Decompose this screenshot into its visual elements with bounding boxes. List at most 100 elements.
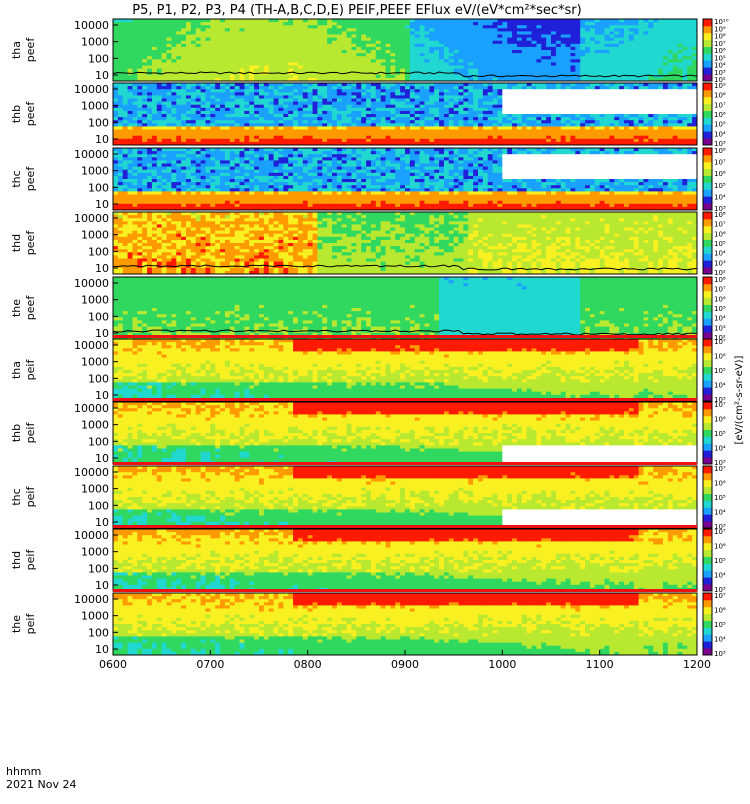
- spectrum-cell: [118, 130, 123, 134]
- spectrum-cell: [429, 108, 434, 112]
- spectrum-cell: [356, 114, 361, 118]
- spectrum-cell: [118, 86, 123, 90]
- spectrum-cell: [240, 69, 245, 73]
- spectrum-cell: [303, 83, 308, 87]
- spectrum-cell: [673, 25, 678, 29]
- spectrum-cell: [356, 44, 361, 48]
- spectrum-cell: [264, 117, 269, 121]
- spectrum-cell: [225, 62, 230, 66]
- spectrum-cell: [215, 102, 220, 106]
- spectrum-cell: [541, 38, 546, 42]
- spectrum-cell: [171, 139, 176, 143]
- spectrum-cell: [619, 19, 624, 23]
- spectrum-cell: [381, 38, 386, 42]
- spectrum-cell: [580, 69, 585, 73]
- spectrum-cell: [590, 105, 595, 109]
- spectrum-cell: [230, 66, 235, 70]
- spectrum-cell: [288, 105, 293, 109]
- spectrum-cell: [113, 59, 118, 63]
- spectrum-cell: [332, 62, 337, 66]
- spectrum-cell: [580, 56, 585, 60]
- spectrum-cell: [580, 28, 585, 32]
- spectrum-cell: [167, 95, 172, 99]
- spectrum-cell: [171, 92, 176, 96]
- spectrum-cell: [215, 120, 220, 124]
- spectrum-cell: [337, 41, 342, 45]
- spectrum-cell: [132, 185, 137, 189]
- spectrum-cell: [653, 72, 658, 76]
- spectrum-cell: [225, 83, 230, 87]
- spectrum-cell: [118, 204, 123, 208]
- spectrum-cell: [351, 50, 356, 54]
- spectrum-cell: [132, 179, 137, 183]
- spectrum-cell: [673, 44, 678, 48]
- spectrum-cell: [570, 95, 575, 99]
- spectrum-cell: [118, 154, 123, 158]
- spectrum-cell: [497, 111, 502, 115]
- spectrum-cell: [298, 50, 303, 54]
- spectrum-cell: [220, 133, 225, 137]
- spectrum-cell: [381, 126, 386, 129]
- spectrum-cell: [176, 31, 181, 35]
- spectrum-cell: [605, 19, 610, 23]
- spectrum-cell: [566, 133, 571, 137]
- spectrum-cell: [327, 92, 332, 96]
- spectrum-cell: [390, 56, 395, 60]
- spectrum-cell: [551, 126, 556, 129]
- spectrum-cell: [283, 105, 288, 109]
- spectrum-cell: [541, 72, 546, 76]
- spectrum-cell: [502, 86, 507, 90]
- spectrum-cell: [653, 22, 658, 26]
- spectrum-cell: [668, 111, 673, 115]
- spectrum-cell: [532, 50, 537, 54]
- spectrum-cell: [317, 66, 322, 70]
- spectrum-cell: [390, 62, 395, 66]
- spectrum-cell: [313, 35, 318, 39]
- spectrum-cell: [201, 59, 206, 63]
- spectrum-cell: [356, 139, 361, 143]
- spectrum-cell: [405, 111, 410, 115]
- spectrum-cell: [269, 25, 274, 29]
- spectrum-cell: [570, 66, 575, 70]
- spectrum-cell: [123, 114, 128, 118]
- spectrum-cell: [371, 136, 376, 140]
- spectrum-cell: [575, 59, 580, 63]
- spectrum-cell: [337, 99, 342, 103]
- spectrum-cell: [536, 99, 541, 103]
- spectrum-cell: [118, 19, 123, 23]
- spectrum-cell: [424, 99, 429, 103]
- spectrum-cell: [678, 47, 683, 51]
- spectrum-cell: [512, 117, 517, 121]
- spectrum-cell: [570, 35, 575, 39]
- spectrum-cell: [561, 89, 566, 93]
- spectrum-cell: [483, 59, 488, 63]
- spectrum-cell: [561, 83, 566, 87]
- spectrum-cell: [687, 53, 692, 57]
- spectrum-cell: [191, 130, 196, 134]
- spectrum-cell: [152, 53, 157, 57]
- spectrum-cell: [269, 102, 274, 106]
- spectrum-cell: [561, 41, 566, 45]
- spectrum-cell: [249, 133, 254, 137]
- spectrum-cell: [624, 114, 629, 118]
- spectrum-cell: [313, 86, 318, 90]
- spectrum-cell: [624, 56, 629, 60]
- spectrum-cell: [264, 130, 269, 134]
- spectrum-cell: [449, 83, 454, 87]
- spectrum-cell: [439, 117, 444, 121]
- spectrum-cell: [551, 117, 556, 121]
- spectrum-cell: [293, 66, 298, 70]
- spectrum-cell: [390, 50, 395, 54]
- spectrum-cell: [536, 102, 541, 106]
- spectrum-cell: [274, 130, 279, 134]
- spectrum-cell: [317, 95, 322, 99]
- spectrum-cell: [643, 50, 648, 54]
- spectrum-cell: [512, 105, 517, 109]
- spectrum-cell: [259, 102, 264, 106]
- spectrum-cell: [609, 69, 614, 73]
- spectrum-cell: [176, 44, 181, 48]
- spectrum-cell: [142, 99, 147, 103]
- spectrum-cell: [570, 59, 575, 63]
- spectrum-cell: [196, 35, 201, 39]
- spectrum-cell: [132, 182, 137, 186]
